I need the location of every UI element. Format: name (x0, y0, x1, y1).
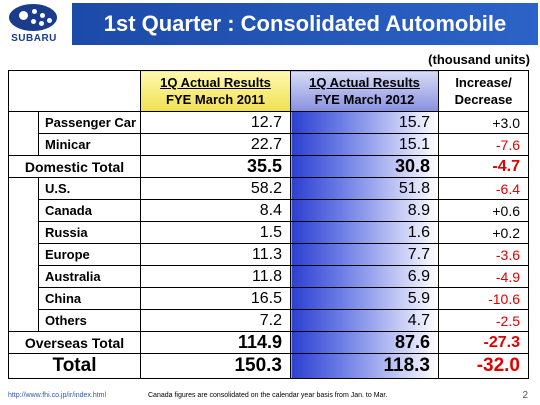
table-row: Minicar 22.7 15.1 -7.6 (9, 133, 529, 156)
sales-table: 1Q Actual Results FYE March 2011 1Q Actua… (8, 70, 529, 379)
table-row: Canada 8.4 8.9 +0.6 (9, 199, 529, 222)
change-value: -27.3 (438, 331, 529, 354)
domestic-total-row: Domestic Total 35.5 30.8 -4.7 (8, 155, 529, 178)
value-2011: 150.3 (140, 353, 291, 379)
value-2011: 12.7 (140, 111, 291, 134)
change-value: +3.0 (438, 111, 529, 134)
value-2012: 4.7 (290, 309, 439, 332)
row-label: Europe (38, 243, 141, 266)
value-2011: 16.5 (140, 287, 291, 310)
logo-text: SUBARU (11, 33, 57, 44)
table-row: Passenger Car 12.7 15.7 +3.0 (8, 111, 529, 156)
value-2011: 58.2 (140, 177, 291, 200)
change-value: -32.0 (438, 353, 529, 379)
table-row: Russia 1.5 1.6 +0.2 (9, 221, 529, 244)
value-2012: 87.6 (290, 331, 439, 354)
row-label: Russia (38, 221, 141, 244)
header-fye2011: 1Q Actual Results FYE March 2011 (140, 70, 291, 112)
footer-note: Canada figures are consolidated on the c… (148, 392, 388, 399)
change-value: +0.6 (438, 199, 529, 222)
value-2011: 22.7 (140, 133, 291, 156)
overseas-total-row: Overseas Total 114.9 87.6 -27.3 (8, 331, 529, 354)
value-2012: 6.9 (290, 265, 439, 288)
value-2011: 35.5 (140, 155, 291, 178)
header-change: Increase/Decrease (438, 70, 529, 112)
footer-url-link[interactable]: http://www.fhi.co.jp/ir/index.html (8, 392, 107, 399)
change-value: -2.5 (438, 309, 529, 332)
corner-cell (8, 70, 141, 112)
value-2011: 1.5 (140, 221, 291, 244)
row-label: Minicar (38, 133, 141, 156)
table-row: Europe 11.3 7.7 -3.6 (9, 243, 529, 266)
indent-cell (8, 177, 39, 332)
row-label: Total (8, 353, 141, 379)
subaru-star-emblem-icon (9, 4, 57, 31)
title-bar: 1st Quarter : Consolidated Automobile Sa… (72, 3, 538, 78)
indent-cell (8, 111, 39, 156)
value-2012: 5.9 (290, 287, 439, 310)
row-label: Passenger Car (38, 111, 141, 134)
change-value: -7.6 (438, 133, 529, 156)
row-label: Others (38, 309, 141, 332)
subaru-logo: SUBARU (6, 4, 62, 44)
row-label: Australia (38, 265, 141, 288)
change-value: +0.2 (438, 221, 529, 244)
change-value: -4.9 (438, 265, 529, 288)
table-row: China 16.5 5.9 -10.6 (9, 287, 529, 310)
units-label: (thousand units) (428, 52, 530, 67)
change-value: -4.7 (438, 155, 529, 178)
value-2011: 114.9 (140, 331, 291, 354)
table-row: Australia 11.8 6.9 -4.9 (9, 265, 529, 288)
value-2012: 15.1 (290, 133, 439, 156)
header-row: 1Q Actual Results FYE March 2011 1Q Actua… (8, 70, 529, 112)
row-label: Canada (38, 199, 141, 222)
value-2011: 11.8 (140, 265, 291, 288)
value-2012: 30.8 (290, 155, 439, 178)
value-2011: 8.4 (140, 199, 291, 222)
change-value: -10.6 (438, 287, 529, 310)
table-row: U.S. 58.2 51.8 -6.4 (8, 177, 529, 332)
change-value: -3.6 (438, 243, 529, 266)
value-2012: 118.3 (290, 353, 439, 379)
page-title: 1st Quarter : Consolidated Automobile Sa… (103, 11, 507, 78)
header-fye2012: 1Q Actual Results FYE March 2012 (290, 70, 439, 112)
value-2011: 11.3 (140, 243, 291, 266)
value-2011: 7.2 (140, 309, 291, 332)
header: SUBARU 1st Quarter : Consolidated Automo… (0, 0, 540, 78)
row-label: Domestic Total (8, 155, 141, 178)
row-label: China (38, 287, 141, 310)
grand-total-row: Total 150.3 118.3 -32.0 (8, 353, 529, 379)
change-value: -6.4 (438, 177, 529, 200)
value-2012: 1.6 (290, 221, 439, 244)
row-label: Overseas Total (8, 331, 141, 354)
value-2012: 15.7 (290, 111, 439, 134)
value-2012: 7.7 (290, 243, 439, 266)
row-label: U.S. (38, 177, 141, 200)
page-number: 2 (522, 390, 528, 401)
table-row: Others 7.2 4.7 -2.5 (9, 309, 529, 332)
value-2012: 51.8 (290, 177, 439, 200)
value-2012: 8.9 (290, 199, 439, 222)
